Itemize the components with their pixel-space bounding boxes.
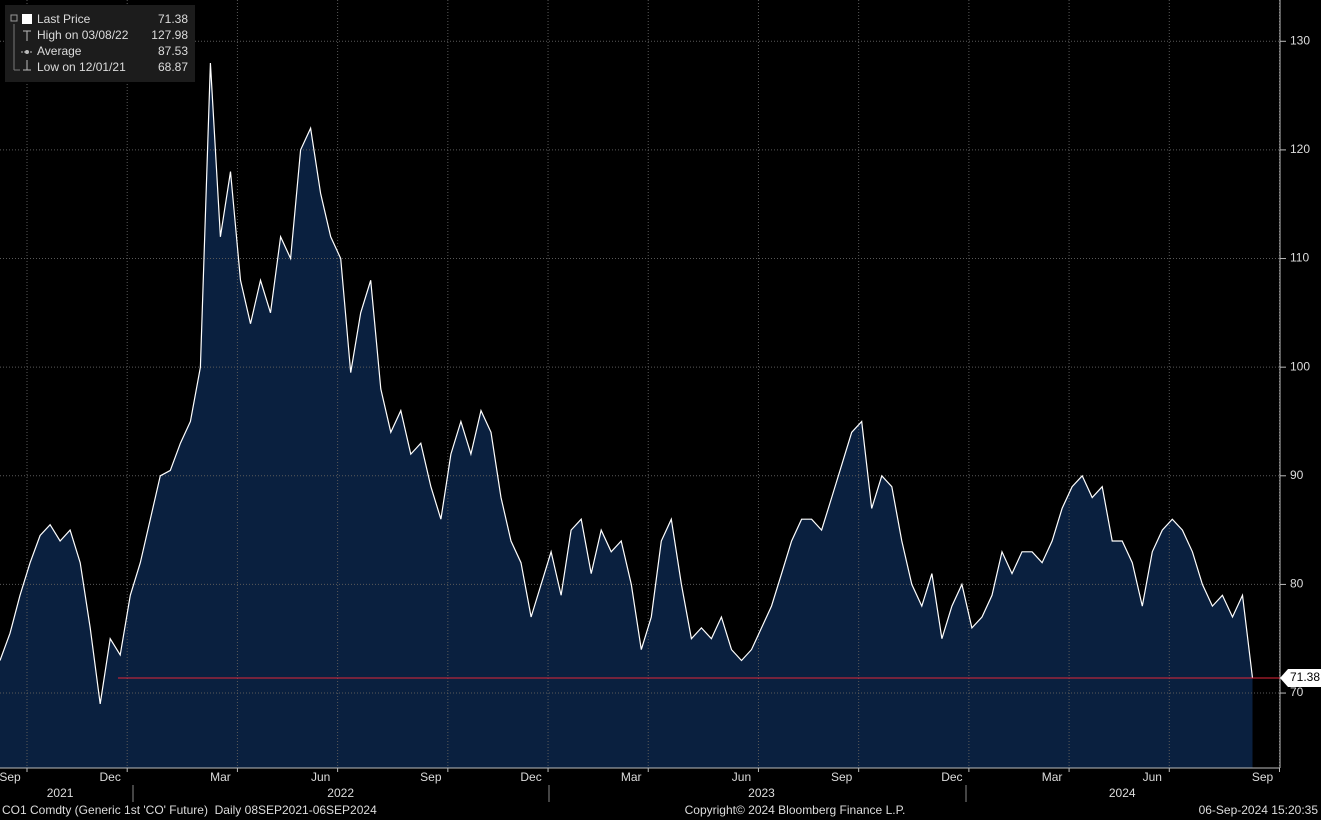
- footer-left: CO1 Comdty (Generic 1st 'CO' Future) Dai…: [2, 803, 377, 817]
- last-price-tag-label: 71.38: [1290, 670, 1320, 684]
- price-area: [0, 63, 1253, 768]
- year-label: 2021: [47, 786, 74, 800]
- footer-center: Copyright© 2024 Bloomberg Finance L.P.: [685, 803, 906, 817]
- x-tick-label: Sep: [420, 770, 442, 784]
- year-label: 2023: [748, 786, 775, 800]
- price-line: [0, 62, 1254, 704]
- x-tick-label: Sep: [0, 770, 21, 784]
- y-tick-label: 70: [1290, 685, 1304, 699]
- legend-value: 127.98: [151, 28, 188, 42]
- plot-area: [0, 0, 1280, 768]
- legend-box: [5, 5, 195, 82]
- legend-icon-low: [23, 60, 31, 71]
- legend-label: Average: [37, 44, 82, 58]
- legend-value: 87.53: [158, 44, 188, 58]
- y-tick-label: 130: [1290, 33, 1310, 47]
- x-tick-label: Dec: [100, 770, 121, 784]
- legend-swatch: [22, 14, 32, 24]
- x-tick-label: Sep: [1252, 770, 1274, 784]
- y-tick-label: 110: [1290, 251, 1309, 265]
- year-label: 2024: [1109, 786, 1136, 800]
- legend-icon-average: [25, 50, 29, 54]
- x-tick-label: Mar: [621, 770, 642, 784]
- last-price-tag: [1280, 669, 1321, 688]
- footer-right: 06-Sep-2024 15:20:35: [1199, 803, 1319, 817]
- y-tick-label: 90: [1290, 468, 1304, 482]
- x-tick-label: Jun: [311, 770, 330, 784]
- legend-value: 71.38: [158, 12, 188, 26]
- legend-label: High on 03/08/22: [37, 28, 129, 42]
- x-tick-label: Mar: [1042, 770, 1063, 784]
- legend-collapse: [10, 14, 18, 22]
- x-tick-label: Jun: [732, 770, 751, 784]
- x-tick-label: Jun: [1143, 770, 1162, 784]
- x-tick-label: Dec: [941, 770, 962, 784]
- y-tick-label: 120: [1290, 142, 1310, 156]
- y-tick-label: 100: [1290, 359, 1310, 373]
- year-label: 2022: [327, 786, 354, 800]
- legend-label: Low on 12/01/21: [37, 60, 126, 74]
- legend-label: Last Price: [37, 12, 91, 26]
- x-tick-label: Mar: [210, 770, 231, 784]
- legend-value: 68.87: [158, 60, 188, 74]
- y-tick-label: 80: [1290, 577, 1304, 591]
- x-tick-label: Sep: [831, 770, 853, 784]
- legend-tree: [13, 24, 20, 71]
- x-tick-label: Dec: [520, 770, 541, 784]
- legend-icon-high: [23, 30, 31, 41]
